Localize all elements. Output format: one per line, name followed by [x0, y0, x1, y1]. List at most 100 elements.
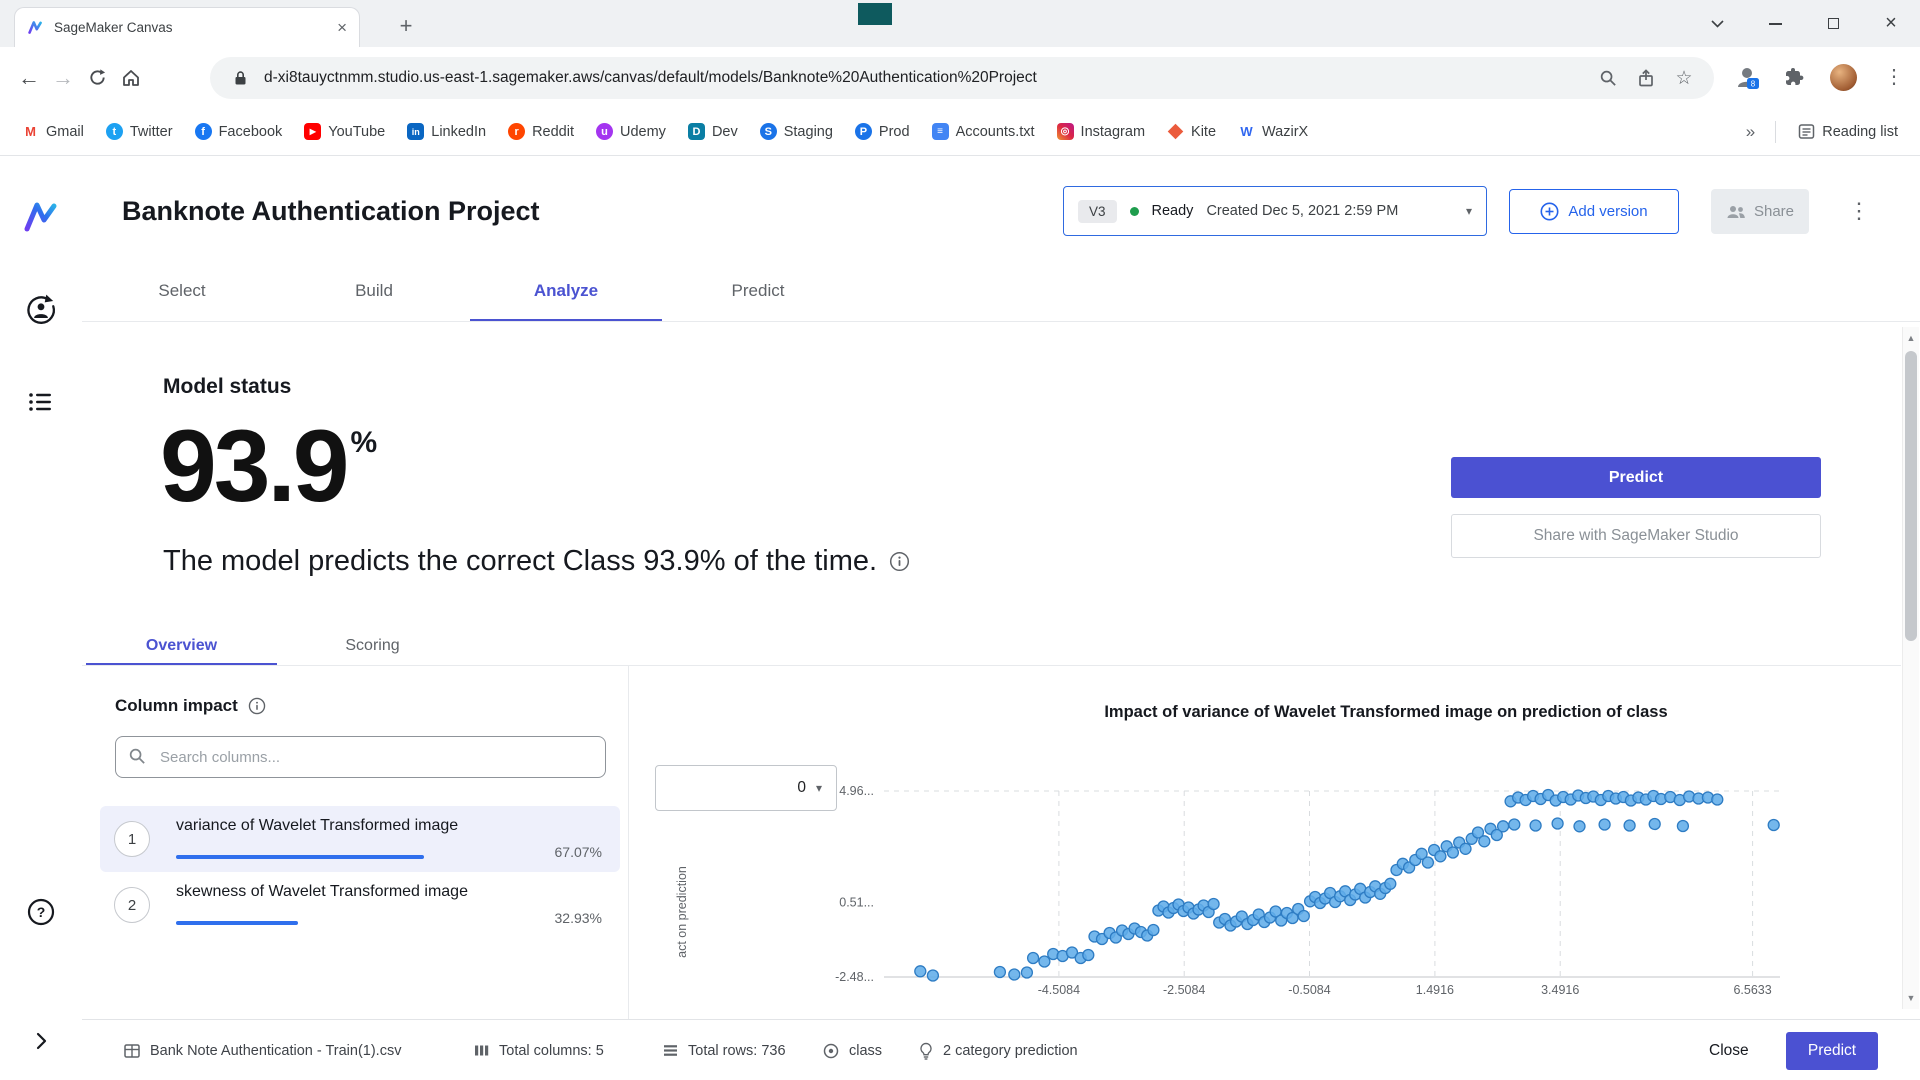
svg-text:3.4916: 3.4916 [1541, 983, 1579, 997]
reload-icon[interactable] [80, 61, 114, 95]
browser-tab[interactable]: SageMaker Canvas × [14, 7, 360, 47]
tab-close-icon[interactable]: × [337, 18, 347, 37]
gmail-icon: M [22, 123, 39, 140]
share-button[interactable]: Share [1711, 189, 1809, 234]
version-selector[interactable]: V3 Ready Created Dec 5, 2021 2:59 PM ▾ [1063, 186, 1487, 236]
close-button[interactable]: Close [1709, 1041, 1749, 1059]
impact-bar [176, 921, 298, 925]
svg-text:0.51...: 0.51... [839, 895, 874, 909]
bookmark-youtube[interactable]: ▶ YouTube [296, 118, 393, 145]
bookmark-prod[interactable]: P Prod [847, 118, 918, 145]
scroll-up-icon[interactable]: ▲ [1906, 333, 1916, 343]
footer-bar: Bank Note Authentication - Train(1).csv … [82, 1019, 1920, 1080]
subtab-overview[interactable]: Overview [86, 628, 277, 666]
share-with-studio-button[interactable]: Share with SageMaker Studio [1451, 514, 1821, 558]
info-icon[interactable] [248, 697, 266, 715]
rows-icon [664, 1045, 677, 1056]
bookmark-reddit[interactable]: r Reddit [500, 118, 582, 145]
svg-text:-2.48...: -2.48... [835, 970, 874, 984]
reddit-icon: r [508, 123, 526, 140]
svg-text:-2.5084: -2.5084 [1163, 983, 1205, 997]
subtab-scoring[interactable]: Scoring [345, 637, 400, 654]
address-bar[interactable]: d-xi8tauyctnmm.studio.us-east-1.sagemake… [210, 57, 1714, 99]
column-search [115, 736, 606, 778]
teal-screen-artifact [858, 3, 892, 25]
info-icon[interactable] [889, 551, 910, 572]
bookmark-dev[interactable]: D Dev [680, 118, 746, 145]
tab-predict[interactable]: Predict [731, 281, 785, 300]
lock-icon[interactable] [226, 70, 254, 87]
rank-badge: 2 [114, 887, 150, 923]
bookmark-twitter[interactable]: t Twitter [98, 118, 181, 145]
predict-button[interactable]: Predict [1451, 457, 1821, 498]
columns-icon [475, 1045, 489, 1056]
bookmark-wazirx[interactable]: W WazirX [1230, 118, 1316, 145]
password-manager-extension-icon[interactable]: 8 [1734, 61, 1760, 93]
url-text[interactable]: d-xi8tauyctnmm.studio.us-east-1.sagemake… [264, 69, 1037, 86]
tab-analyze[interactable]: Analyze [470, 260, 662, 322]
tab-search-chevron-icon[interactable] [1688, 0, 1746, 47]
column-name: skewness of Wavelet Transformed image [176, 883, 468, 900]
bookmark-accounts-txt[interactable]: ≡ Accounts.txt [924, 118, 1043, 145]
bookmarks-overflow-chevron[interactable]: » [1745, 121, 1756, 141]
home-icon[interactable] [114, 61, 148, 95]
svg-text:1.4916: 1.4916 [1416, 983, 1454, 997]
footer-predict-button[interactable]: Predict [1786, 1032, 1878, 1070]
version-created: Created Dec 5, 2021 2:59 PM [1206, 203, 1399, 219]
class-value-dropdown[interactable]: 0 ▾ [655, 765, 837, 811]
tab-select[interactable]: Select [158, 281, 206, 300]
svg-text:6.5633: 6.5633 [1733, 983, 1771, 997]
version-status: Ready [1151, 203, 1194, 219]
window-close-button[interactable]: × [1885, 12, 1897, 34]
scrollbar-thumb[interactable] [1905, 351, 1917, 641]
profile-avatar[interactable] [1830, 64, 1857, 91]
people-icon [1726, 204, 1746, 220]
column-impact-item-2[interactable]: 2 skewness of Wavelet Transformed image … [100, 872, 620, 938]
svg-text:4.96...: 4.96... [839, 784, 874, 798]
back-icon[interactable]: ← [18, 64, 40, 90]
linkedin-icon: in [407, 123, 425, 140]
bookmark-gmail[interactable]: M Gmail [14, 118, 92, 145]
reading-list-button[interactable]: Reading list [1790, 118, 1906, 145]
vertical-scrollbar[interactable]: ▲ ▼ [1902, 327, 1919, 1009]
tab-build[interactable]: Build [355, 281, 393, 300]
share-icon[interactable] [1632, 68, 1660, 88]
window-minimize-button[interactable] [1746, 0, 1804, 47]
svg-text:8: 8 [1751, 80, 1756, 89]
main-tabs: Select Build Analyze Predict [86, 260, 854, 322]
browser-menu-kebab-icon[interactable]: ⋮ [1884, 66, 1904, 88]
scroll-down-icon[interactable]: ▼ [1906, 993, 1916, 1003]
zoom-icon[interactable] [1594, 69, 1622, 88]
window-controls: × [1688, 0, 1920, 47]
bookmark-star-icon[interactable]: ☆ [1675, 67, 1693, 89]
sidebar-expand-chevron-icon[interactable] [30, 1030, 52, 1052]
sagemaker-canvas-logo[interactable] [21, 197, 61, 237]
column-impact-item-1[interactable]: 1 variance of Wavelet Transformed image … [100, 806, 620, 872]
score-unit: % [350, 426, 378, 459]
tabs-divider [82, 321, 1920, 322]
version-badge: V3 [1078, 199, 1117, 223]
impact-bar [176, 855, 425, 859]
forward-icon[interactable]: → [52, 64, 74, 90]
help-icon[interactable]: ? [24, 895, 58, 929]
bookmark-staging[interactable]: S Staging [752, 118, 841, 145]
datasets-list-nav-icon[interactable] [26, 387, 56, 417]
add-version-button[interactable]: Add version [1509, 189, 1679, 234]
window-maximize-button[interactable] [1804, 0, 1862, 47]
new-tab-button[interactable]: + [399, 13, 413, 38]
search-columns-input[interactable] [115, 736, 606, 778]
bookmark-udemy[interactable]: u Udemy [588, 118, 674, 145]
bookmark-linkedin[interactable]: in LinkedIn [399, 118, 494, 145]
document-icon: ≡ [931, 123, 949, 140]
header-kebab-icon[interactable]: ⋮ [1848, 198, 1870, 223]
extensions-puzzle-icon[interactable] [1784, 66, 1806, 88]
impact-percent: 67.07% [554, 844, 602, 860]
udemy-icon: u [596, 123, 613, 140]
target-column-info: class [822, 1020, 882, 1080]
bookmark-facebook[interactable]: f Facebook [187, 118, 291, 145]
reading-list-icon [1798, 123, 1815, 140]
models-nav-icon[interactable] [23, 292, 59, 328]
bookmark-instagram[interactable]: ◎ Instagram [1049, 118, 1153, 145]
bookmark-kite[interactable]: Kite [1159, 118, 1224, 145]
